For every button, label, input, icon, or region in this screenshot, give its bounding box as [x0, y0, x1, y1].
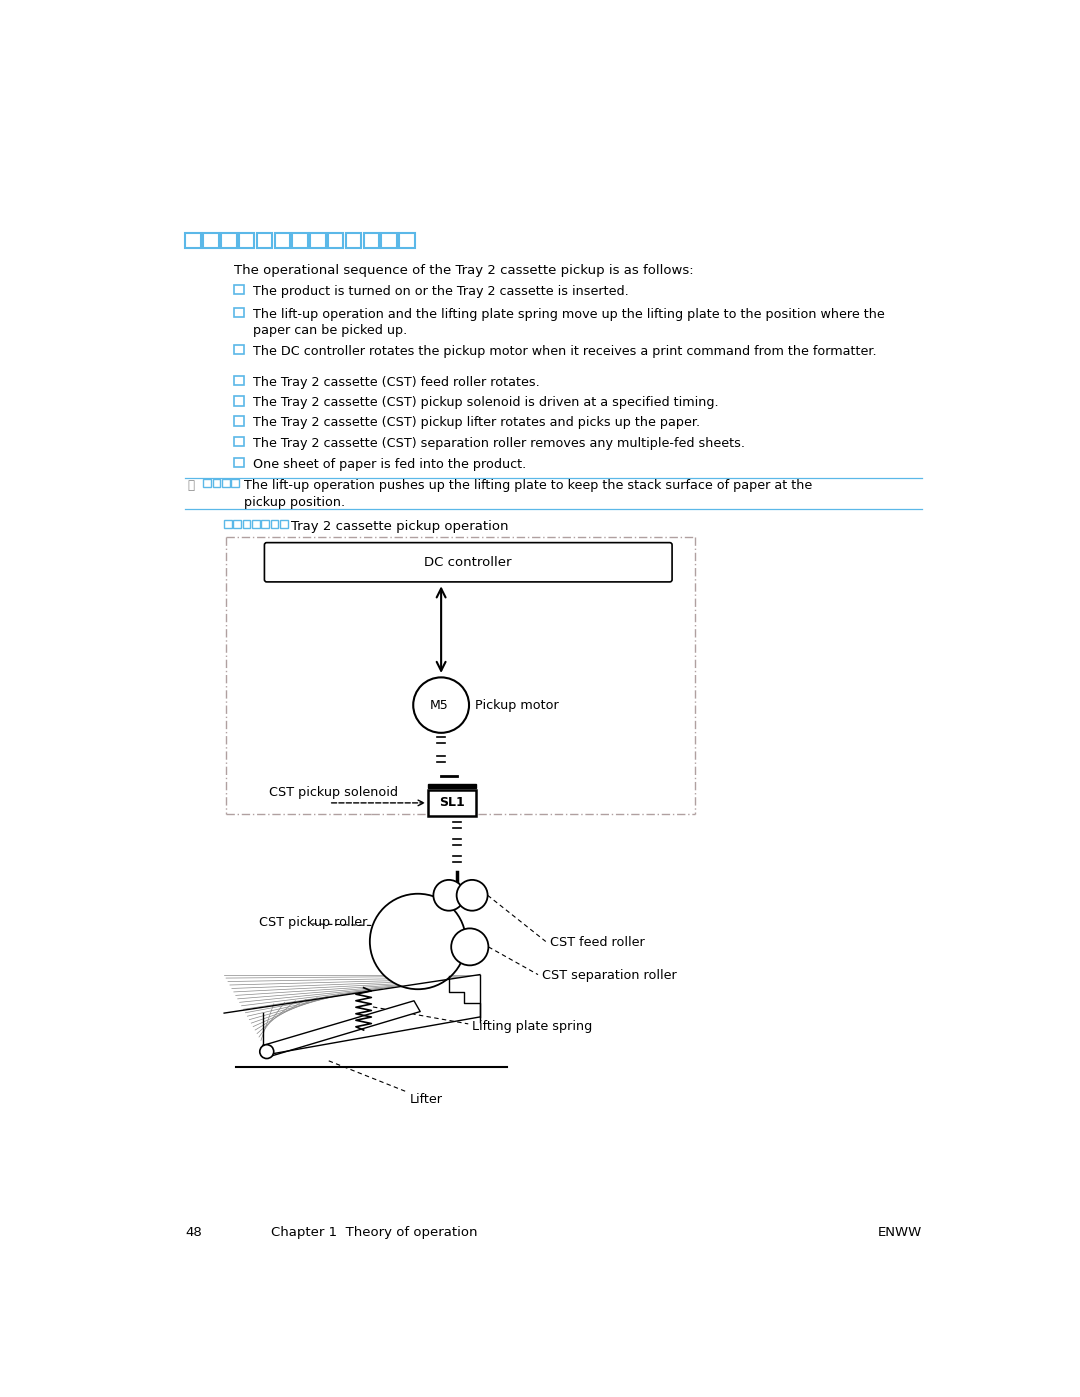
FancyBboxPatch shape — [221, 479, 230, 488]
FancyBboxPatch shape — [225, 520, 232, 528]
Circle shape — [414, 678, 469, 733]
Text: CST separation roller: CST separation roller — [542, 970, 677, 982]
Text: Lifter: Lifter — [410, 1094, 443, 1106]
FancyBboxPatch shape — [239, 233, 255, 249]
Text: SL1: SL1 — [440, 796, 464, 809]
Text: M5: M5 — [430, 698, 448, 711]
Text: CST feed roller: CST feed roller — [550, 936, 645, 949]
FancyBboxPatch shape — [261, 520, 269, 528]
FancyBboxPatch shape — [234, 376, 243, 384]
Circle shape — [451, 929, 488, 965]
Text: One sheet of paper is fed into the product.: One sheet of paper is fed into the produ… — [253, 458, 526, 471]
Text: Chapter 1  Theory of operation: Chapter 1 Theory of operation — [271, 1227, 477, 1239]
Text: The operational sequence of the Tray 2 cassette pickup is as follows:: The operational sequence of the Tray 2 c… — [234, 264, 693, 277]
Text: The Tray 2 cassette (CST) feed roller rotates.: The Tray 2 cassette (CST) feed roller ro… — [253, 376, 540, 388]
FancyBboxPatch shape — [203, 233, 218, 249]
Bar — [428, 784, 476, 788]
FancyBboxPatch shape — [231, 479, 239, 488]
FancyBboxPatch shape — [328, 233, 343, 249]
Text: The product is turned on or the Tray 2 cassette is inserted.: The product is turned on or the Tray 2 c… — [253, 285, 629, 298]
Text: Tray 2 cassette pickup operation: Tray 2 cassette pickup operation — [291, 520, 509, 534]
FancyBboxPatch shape — [234, 437, 243, 447]
Text: The Tray 2 cassette (CST) pickup solenoid is driven at a specified timing.: The Tray 2 cassette (CST) pickup solenoi… — [253, 397, 718, 409]
Text: The lift-up operation and the lifting plate spring move up the lifting plate to : The lift-up operation and the lifting pl… — [253, 307, 885, 337]
FancyBboxPatch shape — [280, 520, 287, 528]
FancyBboxPatch shape — [381, 233, 397, 249]
FancyBboxPatch shape — [265, 542, 672, 583]
Text: Lifting plate spring: Lifting plate spring — [472, 1020, 592, 1032]
Text: 📋: 📋 — [187, 479, 194, 493]
FancyBboxPatch shape — [234, 345, 243, 353]
FancyBboxPatch shape — [364, 233, 379, 249]
FancyBboxPatch shape — [221, 233, 237, 249]
FancyBboxPatch shape — [346, 233, 362, 249]
FancyBboxPatch shape — [233, 520, 241, 528]
Text: CST pickup solenoid: CST pickup solenoid — [269, 787, 399, 799]
FancyBboxPatch shape — [186, 233, 201, 249]
FancyBboxPatch shape — [234, 285, 243, 293]
FancyBboxPatch shape — [400, 233, 415, 249]
FancyBboxPatch shape — [234, 416, 243, 426]
Text: DC controller: DC controller — [424, 556, 512, 569]
Text: The DC controller rotates the pickup motor when it receives a print command from: The DC controller rotates the pickup mot… — [253, 345, 877, 358]
Circle shape — [369, 894, 465, 989]
FancyBboxPatch shape — [234, 307, 243, 317]
FancyBboxPatch shape — [203, 479, 211, 488]
FancyBboxPatch shape — [213, 479, 220, 488]
FancyBboxPatch shape — [234, 458, 243, 467]
Circle shape — [433, 880, 464, 911]
Circle shape — [260, 1045, 273, 1059]
FancyBboxPatch shape — [310, 233, 326, 249]
Text: ENWW: ENWW — [877, 1227, 921, 1239]
FancyBboxPatch shape — [271, 520, 279, 528]
FancyBboxPatch shape — [274, 233, 291, 249]
FancyBboxPatch shape — [243, 520, 251, 528]
FancyBboxPatch shape — [293, 233, 308, 249]
FancyBboxPatch shape — [234, 397, 243, 405]
Text: The Tray 2 cassette (CST) pickup lifter rotates and picks up the paper.: The Tray 2 cassette (CST) pickup lifter … — [253, 416, 700, 429]
FancyBboxPatch shape — [252, 520, 260, 528]
Text: The lift-up operation pushes up the lifting plate to keep the stack surface of p: The lift-up operation pushes up the lift… — [243, 479, 812, 509]
Circle shape — [457, 880, 488, 911]
Text: 48: 48 — [186, 1227, 202, 1239]
Text: Pickup motor: Pickup motor — [475, 698, 559, 711]
Text: The Tray 2 cassette (CST) separation roller removes any multiple-fed sheets.: The Tray 2 cassette (CST) separation rol… — [253, 437, 745, 450]
Bar — [428, 789, 476, 816]
Text: CST pickup roller: CST pickup roller — [259, 916, 367, 929]
Polygon shape — [262, 1000, 420, 1056]
FancyBboxPatch shape — [257, 233, 272, 249]
